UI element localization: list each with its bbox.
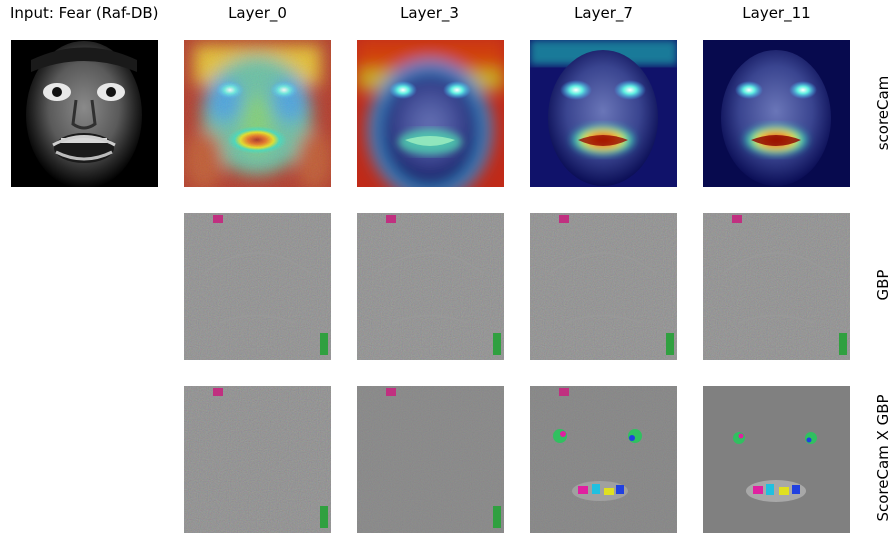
input-face-image — [11, 40, 158, 187]
row-label-scorecam-x-gbp: ScoreCam X GBP — [874, 394, 889, 522]
column-title-layer-7: Layer_7 — [574, 4, 633, 22]
column-title-input: Input: Fear (Raf-DB) — [10, 4, 159, 22]
scorecam-x-gbp-layer-0-map — [184, 386, 331, 533]
scorecam-x-gbp-layer-11-map — [703, 386, 850, 533]
gbp-layer-3-map — [357, 213, 504, 360]
column-title-layer-11: Layer_11 — [742, 4, 811, 22]
gbp-layer-7-map — [530, 213, 677, 360]
row-label-gbp: GBP — [874, 269, 889, 301]
gbp-layer-0-map — [184, 213, 331, 360]
scorecam-x-gbp-layer-7-map — [530, 386, 677, 533]
scorecam-layer-7-map — [530, 40, 677, 187]
column-title-layer-3: Layer_3 — [400, 4, 459, 22]
row-label-scorecam: scoreCam — [874, 75, 889, 151]
scorecam-layer-3-map — [357, 40, 504, 187]
scorecam-layer-0-map — [184, 40, 331, 187]
column-title-layer-0: Layer_0 — [228, 4, 287, 22]
gbp-layer-11-map — [703, 213, 850, 360]
scorecam-layer-11-map — [703, 40, 850, 187]
scorecam-x-gbp-layer-3-map — [357, 386, 504, 533]
